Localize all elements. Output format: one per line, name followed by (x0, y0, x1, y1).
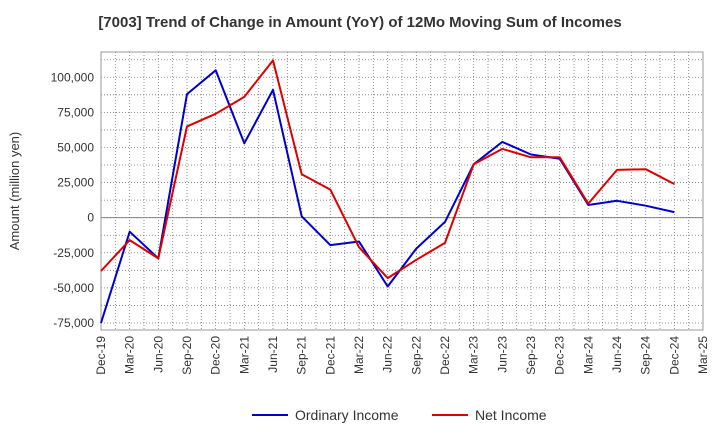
legend-label-net-income: Net Income (475, 407, 547, 423)
grid-layer (100, 52, 704, 330)
x-tick-label: Jun-23 (495, 336, 509, 373)
y-axis-ticks: -75,000 -50,000 -25,000 0 25,000 50,000 75,000… (51, 70, 95, 330)
x-tick-label: Jun-20 (151, 336, 165, 373)
x-tick-label: Mar-22 (352, 336, 366, 374)
x-tick-label: Mar-24 (581, 336, 595, 374)
y-axis-title: Amount (million yen) (7, 132, 22, 251)
series-line-net-income (100, 59, 675, 280)
y-tick-label: 25,000 (57, 176, 94, 190)
x-tick-label: Mar-20 (123, 336, 137, 374)
x-tick-label: Dec-20 (209, 336, 223, 375)
series-layer (100, 59, 675, 324)
y-tick-label: 100,000 (51, 70, 95, 84)
x-tick-label: Jun-24 (610, 336, 624, 373)
x-tick-label: Jun-21 (266, 336, 280, 373)
x-tick-label: Dec-23 (553, 336, 567, 375)
y-tick-label: 50,000 (57, 140, 94, 154)
x-tick-label: Dec-19 (94, 336, 108, 375)
plot-frame (100, 51, 704, 331)
y-tick-label: -25,000 (53, 246, 94, 260)
x-tick-label: Sep-21 (295, 336, 309, 375)
legend: Ordinary Income Net Income (252, 407, 547, 423)
x-tick-label: Dec-21 (323, 336, 337, 375)
y-tick-label: 0 (87, 211, 94, 225)
x-tick-label: Mar-25 (696, 336, 710, 374)
y-tick-label: -50,000 (53, 281, 94, 295)
legend-label-ordinary-income: Ordinary Income (295, 407, 399, 423)
chart-title: [7003] Trend of Change in Amount (YoY) o… (98, 14, 622, 31)
x-tick-label: Sep-20 (180, 336, 194, 375)
x-tick-label: Jun-22 (381, 336, 395, 373)
x-tick-label: Sep-22 (409, 336, 423, 375)
y-tick-label: -75,000 (53, 316, 94, 330)
x-tick-label: Sep-23 (524, 336, 538, 375)
x-tick-label: Dec-24 (667, 336, 681, 375)
x-tick-label: Mar-23 (467, 336, 481, 374)
x-tick-label: Sep-24 (639, 336, 653, 375)
x-tick-label: Mar-21 (237, 336, 251, 374)
y-tick-label: 75,000 (57, 105, 94, 119)
x-axis-ticks: Dec-19 Mar-20 Jun-20 Sep-20 Dec-20 Mar-21 Jun-… (94, 336, 710, 375)
x-tick-label: Dec-22 (438, 336, 452, 375)
